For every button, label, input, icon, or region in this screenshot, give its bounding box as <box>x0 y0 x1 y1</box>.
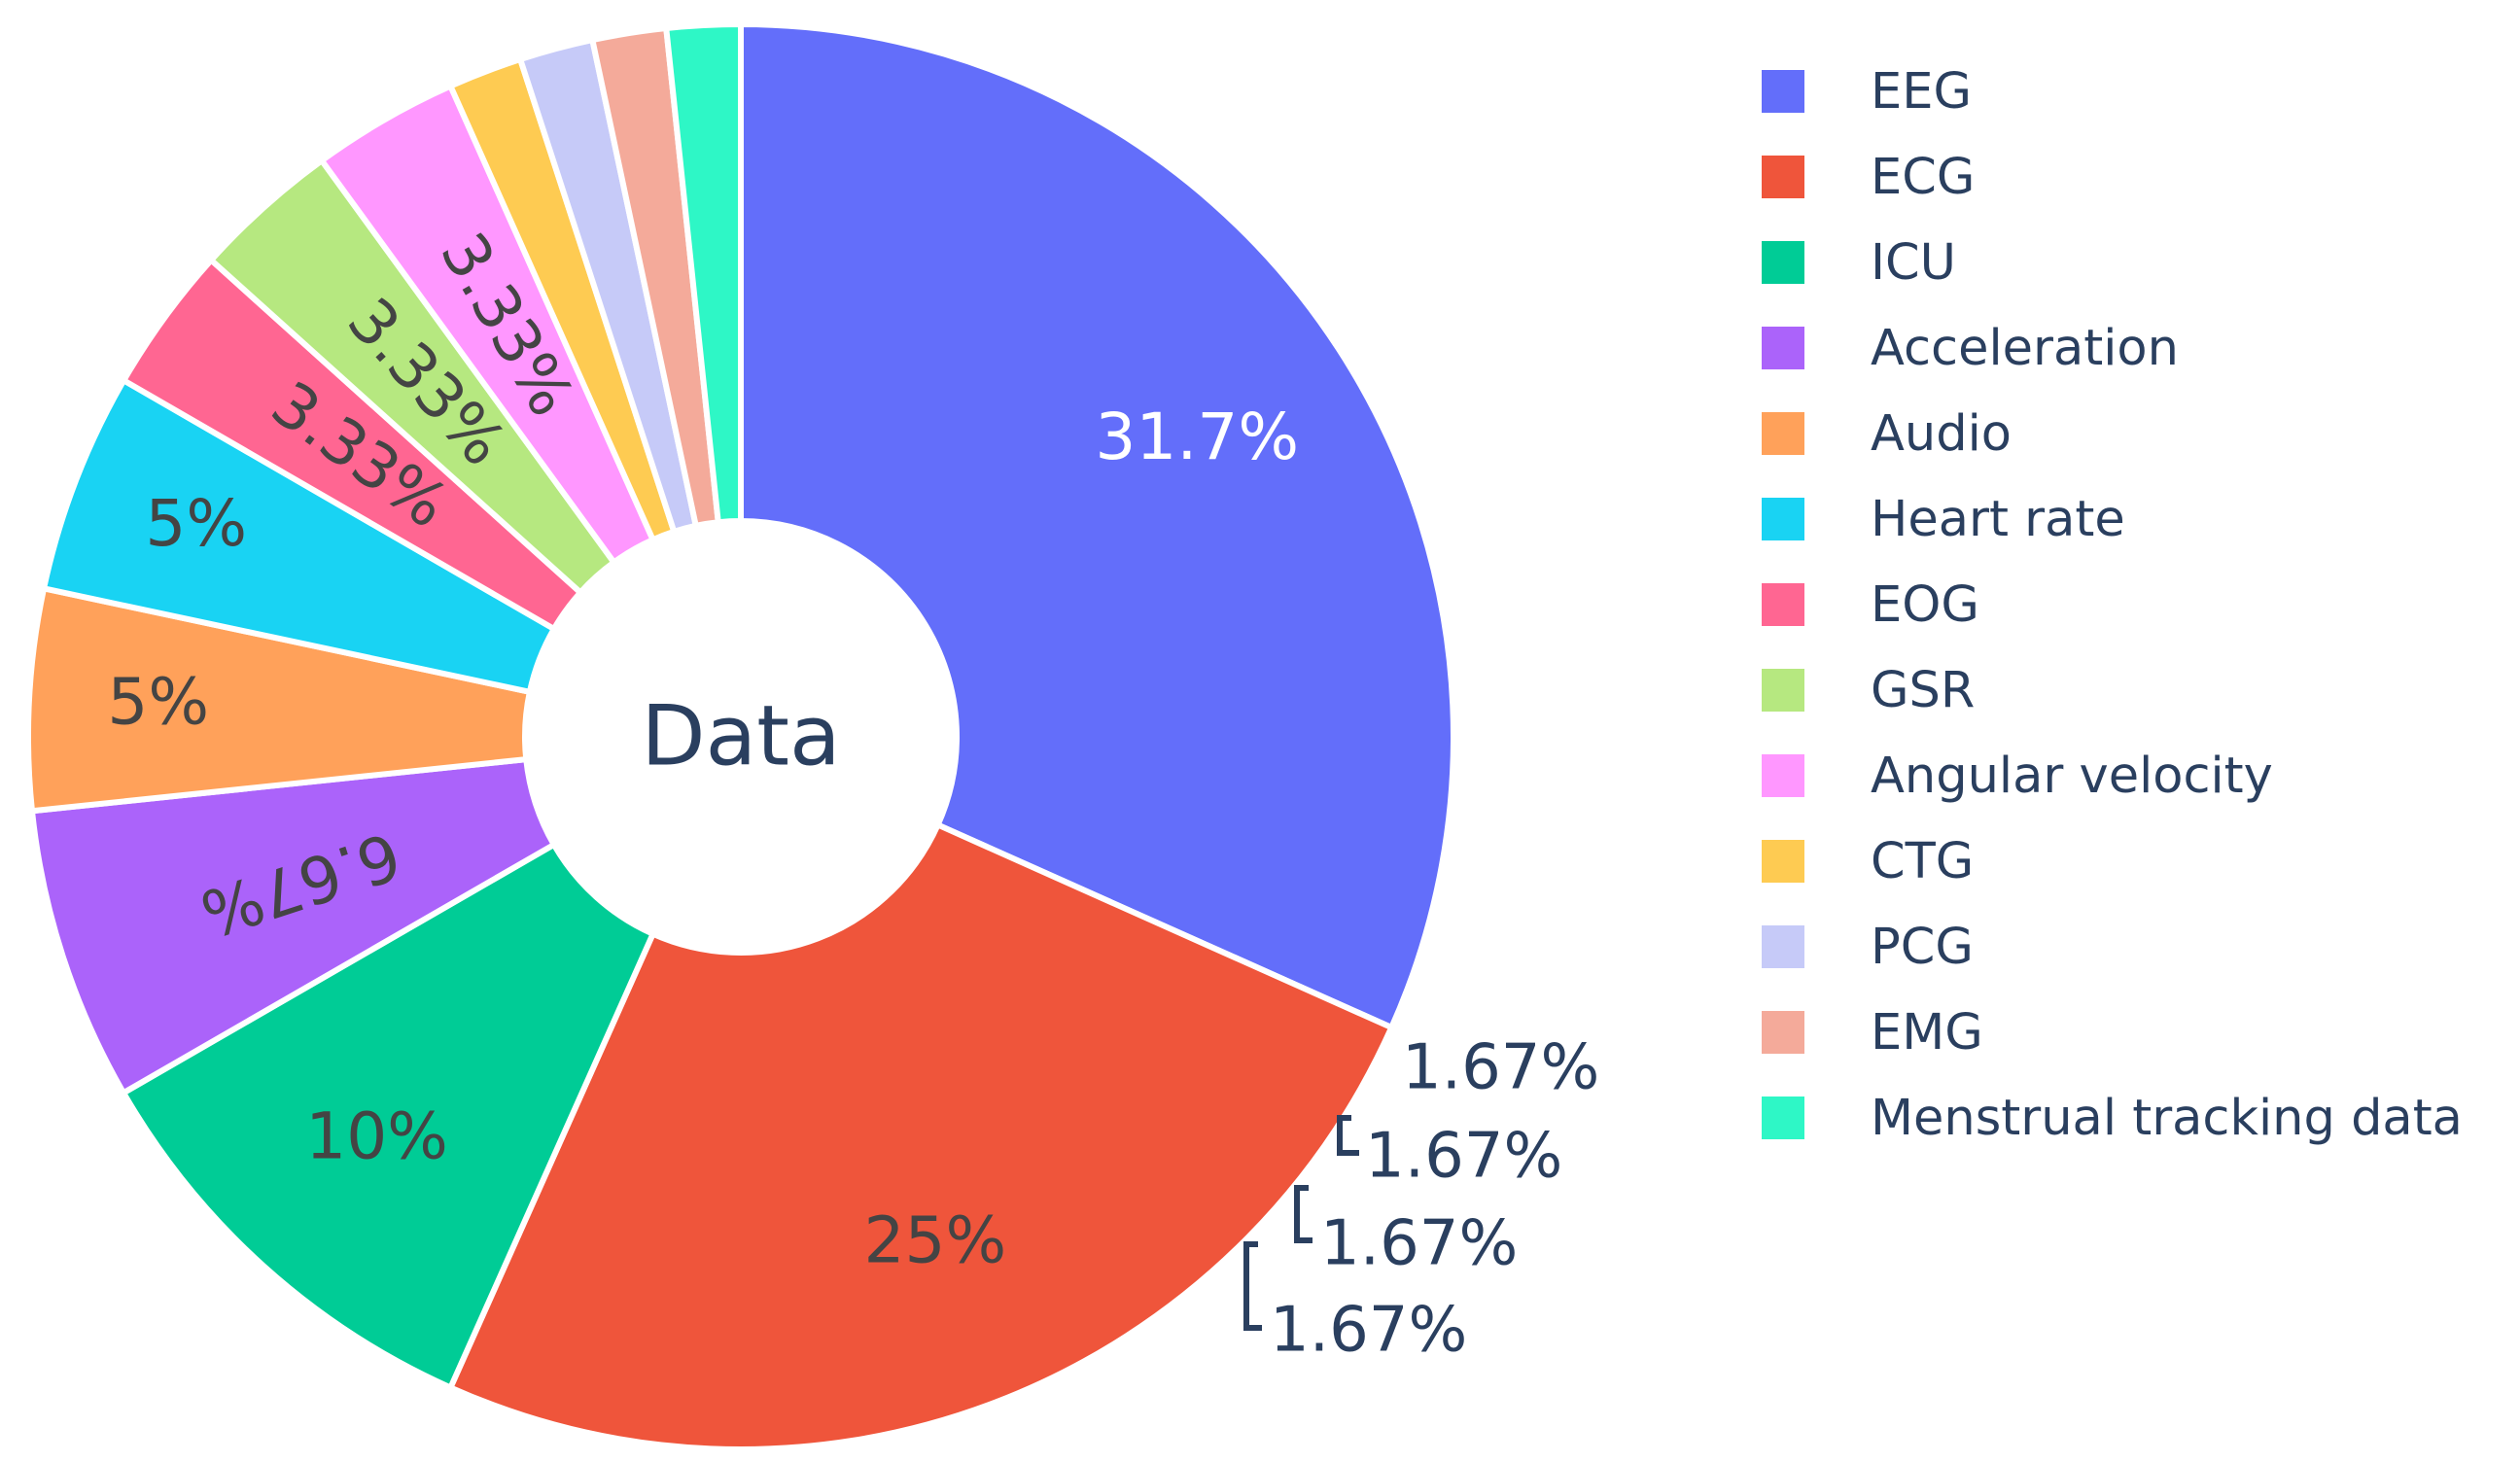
legend-item-ctg[interactable]: CTG <box>1762 818 2463 904</box>
legend-label: EOG <box>1871 575 1979 634</box>
hole-label: Data <box>641 687 840 784</box>
slice-label-icu: 10% <box>305 1098 448 1173</box>
legend-swatch <box>1762 754 1804 797</box>
leader-line-emg <box>1337 1115 1359 1156</box>
legend-label: Acceleration <box>1871 319 2179 377</box>
legend-item-eeg[interactable]: EEG <box>1762 49 2463 134</box>
slice-label-ecg: 25% <box>864 1202 1007 1277</box>
legend-swatch <box>1762 70 1804 113</box>
slice-label-menstrual-tracking-data: 1.67% <box>1402 1032 1599 1104</box>
legend-swatch <box>1762 498 1804 540</box>
legend-item-acceleration[interactable]: Acceleration <box>1762 305 2463 391</box>
legend-swatch <box>1762 925 1804 968</box>
legend-label: ECG <box>1871 148 1976 206</box>
legend-item-menstrual-tracking-data[interactable]: Menstrual tracking data <box>1762 1075 2463 1161</box>
legend-item-gsr[interactable]: GSR <box>1762 647 2463 733</box>
legend-swatch <box>1762 156 1804 198</box>
legend-item-pcg[interactable]: PCG <box>1762 904 2463 990</box>
slice-label-ctg: 1.67% <box>1270 1295 1467 1367</box>
slice-label-eeg: 31.7% <box>1095 400 1299 474</box>
leader-line-ctg <box>1243 1241 1262 1331</box>
legend-label: Angular velocity <box>1871 747 2273 805</box>
legend-label: EEG <box>1871 62 1972 121</box>
legend-item-heart-rate[interactable]: Heart rate <box>1762 476 2463 562</box>
slice-audio[interactable] <box>25 585 533 815</box>
legend-label: EMG <box>1871 1003 1983 1062</box>
legend-label: Audio <box>1871 404 2012 463</box>
slice-label-heart-rate: 5% <box>145 486 247 561</box>
slice-icu[interactable] <box>121 841 656 1391</box>
legend-item-icu[interactable]: ICU <box>1762 220 2463 305</box>
slice-eeg[interactable] <box>738 21 1456 1031</box>
slices-group <box>25 21 1456 1452</box>
slice-label-audio: 5% <box>107 664 209 739</box>
leader-line-pcg <box>1294 1185 1312 1243</box>
legend-swatch <box>1762 583 1804 626</box>
legend-swatch <box>1762 1096 1804 1139</box>
legend-swatch <box>1762 1011 1804 1054</box>
legend-item-emg[interactable]: EMG <box>1762 990 2463 1075</box>
legend-label: ICU <box>1871 233 1956 292</box>
legend-label: Heart rate <box>1871 490 2125 548</box>
legend-swatch <box>1762 412 1804 455</box>
legend-label: Menstrual tracking data <box>1871 1089 2463 1147</box>
slice-label-pcg: 1.67% <box>1320 1208 1518 1280</box>
legend-swatch <box>1762 327 1804 369</box>
legend-item-audio[interactable]: Audio <box>1762 391 2463 476</box>
legend-label: PCG <box>1871 918 1974 976</box>
legend-label: CTG <box>1871 832 1975 890</box>
leader-lines-group <box>1243 1115 1359 1331</box>
slice-menstrual-tracking-data[interactable] <box>663 21 744 526</box>
slice-heart-rate[interactable] <box>41 377 557 695</box>
legend: EEG ECG ICU Acceleration Audio Heart rate EOG G… <box>1762 49 2463 1161</box>
slice-ecg[interactable] <box>447 821 1395 1452</box>
legend-swatch <box>1762 241 1804 284</box>
legend-swatch <box>1762 669 1804 712</box>
legend-swatch <box>1762 840 1804 883</box>
slice-acceleration[interactable] <box>28 756 557 1096</box>
slice-label-emg: 1.67% <box>1365 1121 1562 1193</box>
legend-label: GSR <box>1871 661 1976 719</box>
legend-item-angular-velocity[interactable]: Angular velocity <box>1762 733 2463 818</box>
legend-item-eog[interactable]: EOG <box>1762 562 2463 647</box>
legend-item-ecg[interactable]: ECG <box>1762 134 2463 220</box>
